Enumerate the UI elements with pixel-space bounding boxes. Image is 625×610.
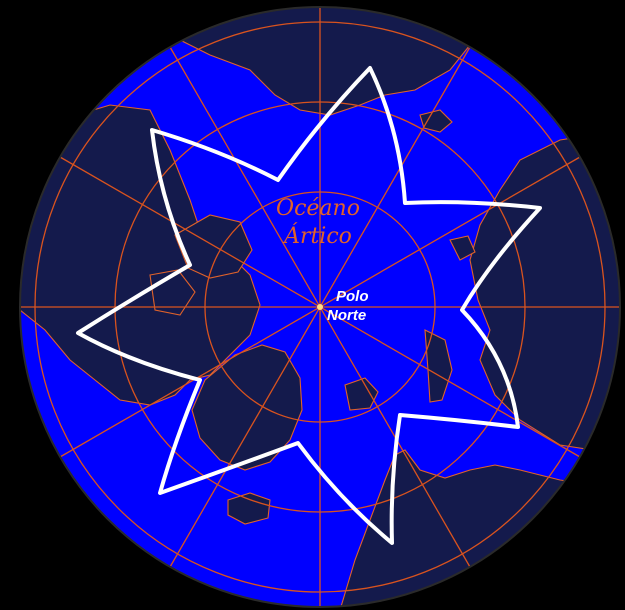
landmass-greenland — [191, 344, 303, 471]
ocean-label-line2: Ártico — [282, 222, 352, 249]
star-outline — [76, 66, 542, 545]
ocean-label-line1: Océano — [276, 196, 360, 221]
pole-label-line2: Norte — [327, 307, 366, 324]
landmass-new-siberian — [449, 235, 476, 261]
landmass-arctic-islands — [174, 214, 253, 279]
map-rim — [19, 6, 621, 608]
landmass-alaska-chukotka — [179, 7, 471, 116]
landmass-siberia — [469, 129, 620, 456]
north-pole-marker — [317, 304, 323, 310]
landmass-wrangel — [419, 109, 453, 133]
pole-label-line1: Polo — [336, 288, 369, 305]
landmass-iceland — [227, 492, 271, 525]
